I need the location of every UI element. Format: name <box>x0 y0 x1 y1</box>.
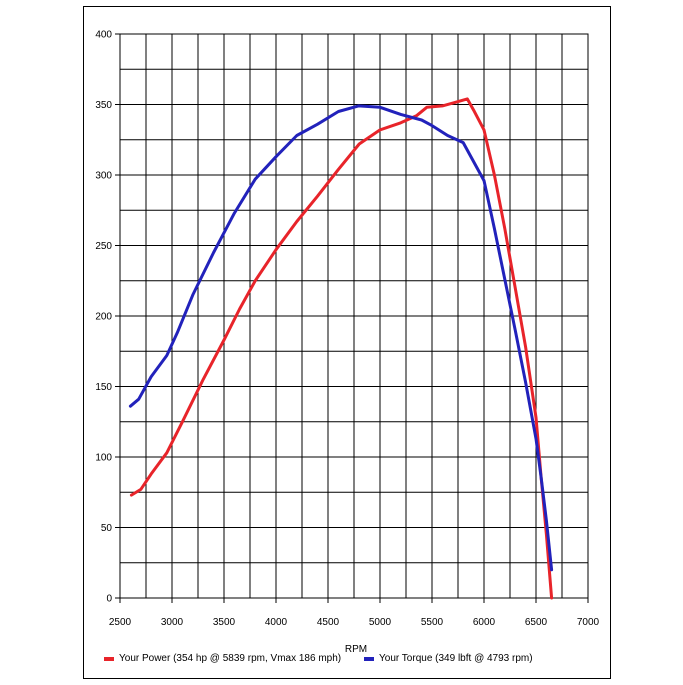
y-tick-label: 250 <box>95 241 112 252</box>
grid <box>119 33 589 599</box>
y-tick-label: 300 <box>95 171 112 182</box>
x-tick-label: 6500 <box>525 617 548 628</box>
y-tick-label: 350 <box>95 100 112 111</box>
x-tick-labels: 2500 3000 3500 4000 4500 5000 5500 6000 6500 7000 <box>109 598 600 628</box>
legend: Your Power (354 hp @ 5839 rpm, Vmax 186 … <box>104 653 533 664</box>
series-layer <box>128 97 554 600</box>
legend-swatch <box>104 657 114 661</box>
series-line-torque <box>128 104 554 572</box>
x-tick-label: 5500 <box>421 617 444 628</box>
series-line-power <box>129 97 554 600</box>
x-tick-label: 4500 <box>317 617 340 628</box>
x-tick-label: 2500 <box>109 617 132 628</box>
y-tick-label: 200 <box>95 312 112 323</box>
chart-frame <box>83 6 611 679</box>
y-tick-label: 100 <box>95 453 112 464</box>
x-tick-label: 7000 <box>577 617 600 628</box>
y-tick-labels: 0 50 100 150 200 250 300 350 400 <box>95 30 120 605</box>
x-tick-label: 4000 <box>265 617 288 628</box>
x-tick-label: 5000 <box>369 617 392 628</box>
y-tick-label: 50 <box>101 523 113 534</box>
legend-label: Your Torque (349 lbft @ 4793 rpm) <box>379 653 533 664</box>
x-tick-label: 3000 <box>161 617 184 628</box>
x-tick-label: 3500 <box>213 617 236 628</box>
legend-label: Your Power (354 hp @ 5839 rpm, Vmax 186 … <box>119 653 341 664</box>
y-tick-label: 400 <box>95 30 112 41</box>
x-axis-title: RPM <box>345 644 367 655</box>
legend-swatch <box>364 657 374 661</box>
y-tick-label: 0 <box>106 594 112 605</box>
x-tick-label: 6000 <box>473 617 496 628</box>
y-tick-label: 150 <box>95 382 112 393</box>
